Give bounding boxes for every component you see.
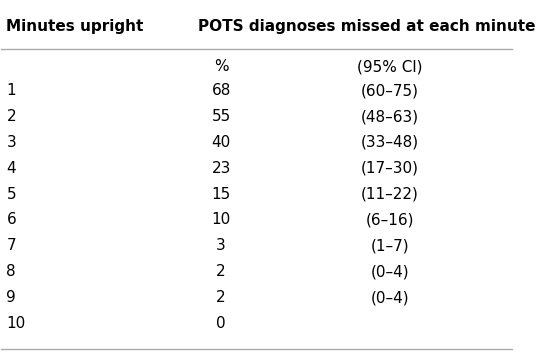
Text: (1–7): (1–7): [371, 238, 409, 253]
Text: 7: 7: [7, 238, 16, 253]
Text: (95% Cl): (95% Cl): [357, 59, 423, 74]
Text: (6–16): (6–16): [366, 212, 414, 227]
Text: 10: 10: [7, 316, 26, 331]
Text: (0–4): (0–4): [371, 290, 409, 305]
Text: 10: 10: [211, 212, 231, 227]
Text: 5: 5: [7, 187, 16, 202]
Text: 1: 1: [7, 83, 16, 98]
Text: (33–48): (33–48): [361, 135, 419, 150]
Text: 3: 3: [216, 238, 226, 253]
Text: 40: 40: [211, 135, 231, 150]
Text: 2: 2: [7, 109, 16, 124]
Text: (48–63): (48–63): [361, 109, 419, 124]
Text: (17–30): (17–30): [361, 161, 419, 176]
Text: (60–75): (60–75): [361, 83, 419, 98]
Text: 55: 55: [211, 109, 231, 124]
Text: 0: 0: [216, 316, 226, 331]
Text: 23: 23: [211, 161, 231, 176]
Text: Minutes upright: Minutes upright: [7, 19, 144, 34]
Text: 2: 2: [216, 290, 226, 305]
Text: (0–4): (0–4): [371, 264, 409, 279]
Text: POTS diagnoses missed at each minute: POTS diagnoses missed at each minute: [198, 19, 536, 34]
Text: 3: 3: [7, 135, 16, 150]
Text: 8: 8: [7, 264, 16, 279]
Text: 15: 15: [211, 187, 231, 202]
Text: 6: 6: [7, 212, 16, 227]
Text: 4: 4: [7, 161, 16, 176]
Text: 9: 9: [7, 290, 16, 305]
Text: %: %: [214, 59, 229, 74]
Text: 2: 2: [216, 264, 226, 279]
Text: 68: 68: [211, 83, 231, 98]
Text: (11–22): (11–22): [361, 187, 419, 202]
